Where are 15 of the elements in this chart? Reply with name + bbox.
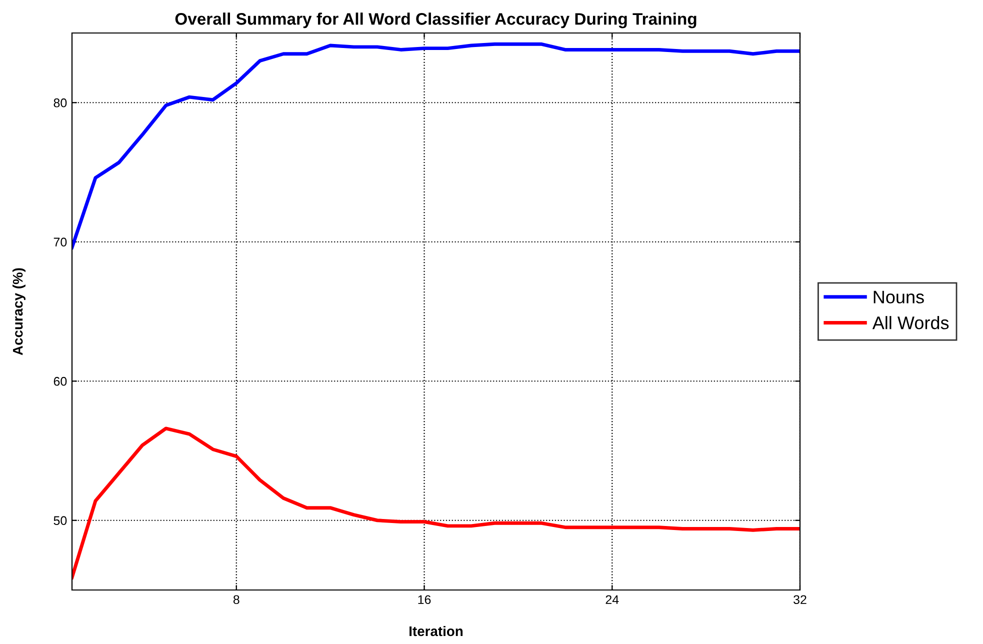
x-tick-label: 16 [418, 595, 431, 604]
legend-label: All Words [872, 316, 949, 330]
line-series [72, 42, 800, 250]
y-tick-label: 80 [54, 98, 67, 108]
y-axis-title: Accuracy (%) [12, 268, 26, 356]
y-tick-label: 60 [54, 376, 67, 386]
y-tick-label: 50 [54, 516, 67, 526]
chart-title: Overall Summary for All Word Classifier Accuracy During Training [175, 12, 696, 28]
x-axis-title: Iteration [410, 626, 463, 636]
y-tick-label: 70 [54, 238, 67, 247]
x-tick-label: 24 [606, 595, 619, 604]
x-tick-label: 32 [794, 595, 806, 604]
line-series [72, 426, 800, 580]
x-tick-label: 8 [233, 595, 240, 604]
legend-label: Nouns [874, 290, 924, 304]
